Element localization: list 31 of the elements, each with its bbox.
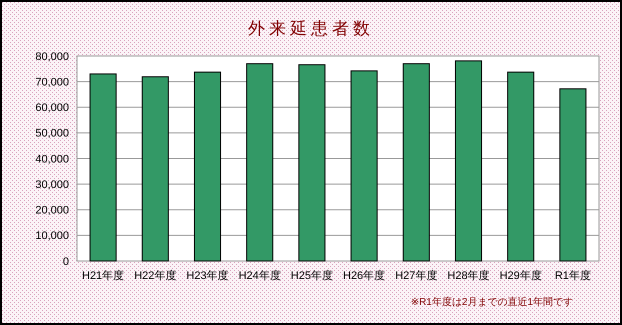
y-tick-label: 50,000 <box>35 128 69 140</box>
y-tick-label: 30,000 <box>35 178 69 191</box>
x-tick-label: H26年度 <box>343 269 386 282</box>
y-tick-label: 60,000 <box>35 102 69 114</box>
bar <box>350 70 378 262</box>
x-tick-label: H21年度 <box>82 269 124 282</box>
bar <box>142 76 169 262</box>
y-tick-label: 70,000 <box>35 76 69 88</box>
bar <box>90 73 117 262</box>
x-tick-label: H22年度 <box>134 269 176 282</box>
bar <box>559 88 586 262</box>
x-tick-label: H29年度 <box>500 269 542 282</box>
x-tick-label: H24年度 <box>238 269 281 282</box>
bar <box>402 63 430 262</box>
x-tick-label: H27年度 <box>395 269 438 282</box>
y-tick-label: 10,000 <box>35 230 69 242</box>
bar <box>454 60 482 262</box>
bar <box>246 63 274 262</box>
x-tick-label: H25年度 <box>290 269 333 282</box>
x-tick-label: R1年度 <box>554 269 591 282</box>
bar <box>507 72 534 262</box>
y-tick-label: 0 <box>62 256 69 268</box>
chart-title: 外来延患者数 <box>248 19 374 38</box>
y-tick-label: 80,000 <box>35 50 69 63</box>
text: ※R1年度は2月までの直近1年間です <box>410 296 573 308</box>
bar <box>194 72 222 262</box>
x-tick-label: H23年度 <box>186 269 229 282</box>
y-tick-label: 40,000 <box>35 153 69 166</box>
bar <box>298 64 326 262</box>
x-tick-label: H28年度 <box>447 269 490 282</box>
y-tick-label: 20,000 <box>35 204 69 217</box>
